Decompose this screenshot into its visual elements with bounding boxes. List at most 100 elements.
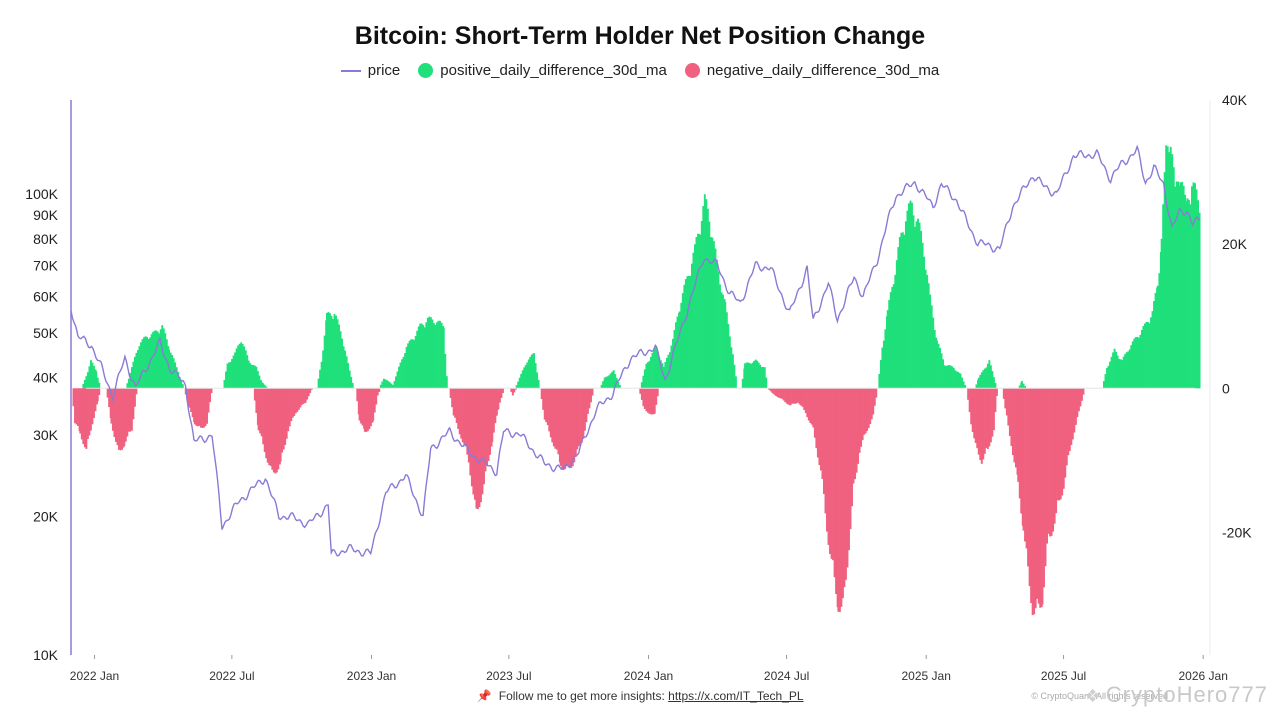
positive-bar bbox=[918, 222, 921, 389]
positive-bar bbox=[605, 376, 608, 389]
negative-bar bbox=[500, 388, 503, 398]
negative-bar bbox=[1065, 388, 1068, 466]
right-axis-ticks: -20K 0 20K 40K bbox=[1222, 92, 1252, 541]
positive-bar bbox=[1121, 360, 1124, 389]
negative-bar bbox=[1011, 388, 1014, 456]
negative-bar bbox=[816, 388, 819, 458]
negative-bar bbox=[846, 388, 849, 568]
positive-bar bbox=[943, 365, 946, 389]
left-tick-label: 100K bbox=[25, 186, 58, 202]
positive-bar bbox=[1124, 353, 1127, 389]
negative-bar bbox=[648, 388, 651, 414]
negative-bar bbox=[126, 388, 129, 437]
negative-bar bbox=[257, 388, 260, 431]
negative-bar bbox=[832, 388, 834, 561]
footer-link[interactable]: https://x.com/IT_Tech_PL bbox=[668, 689, 804, 703]
negative-bar bbox=[266, 388, 269, 463]
positive-bar bbox=[665, 357, 668, 389]
negative-bar bbox=[497, 388, 500, 410]
negative-bar bbox=[195, 388, 198, 426]
positive-bar bbox=[881, 347, 884, 389]
positive-bar bbox=[161, 325, 164, 389]
positive-bar bbox=[348, 370, 351, 389]
negative-bar bbox=[492, 388, 495, 433]
positive-bar bbox=[144, 336, 147, 389]
negative-bar bbox=[813, 388, 816, 438]
positive-bar bbox=[612, 370, 615, 389]
negative-bar bbox=[1070, 388, 1073, 446]
binance-square-icon: ❖ bbox=[1084, 686, 1102, 706]
positive-bar bbox=[1153, 301, 1155, 389]
left-axis-ticks: 10K 20K 30K 40K 50K 60K 70K 80K 90K 100K bbox=[25, 186, 58, 663]
positive-bar bbox=[762, 366, 765, 389]
positive-bar bbox=[1187, 199, 1190, 389]
positive-bar bbox=[989, 365, 992, 389]
negative-bar bbox=[1010, 388, 1013, 446]
x-tick-label: 2026 Jan bbox=[1179, 669, 1228, 683]
positive-bar bbox=[88, 366, 91, 389]
positive-bar bbox=[333, 314, 336, 389]
positive-bar bbox=[515, 385, 518, 389]
negative-bar bbox=[833, 388, 836, 578]
negative-bar bbox=[268, 388, 271, 466]
positive-bar bbox=[1156, 285, 1159, 389]
negative-bar bbox=[1004, 388, 1007, 409]
negative-bar bbox=[472, 388, 475, 495]
pushpin-icon: 📌 bbox=[476, 689, 492, 703]
positive-bar bbox=[906, 210, 909, 389]
positive-bar bbox=[888, 300, 891, 389]
positive-bar bbox=[127, 378, 130, 389]
positive-bar bbox=[900, 232, 903, 389]
negative-bar bbox=[988, 388, 991, 447]
negative-bar bbox=[502, 388, 504, 394]
negative-bar bbox=[135, 388, 138, 395]
negative-bar bbox=[568, 388, 571, 468]
negative-bar bbox=[72, 388, 75, 407]
negative-bar bbox=[1059, 388, 1062, 500]
negative-bar bbox=[1002, 388, 1005, 399]
negative-bar bbox=[272, 388, 275, 473]
negative-bar bbox=[800, 388, 803, 406]
negative-bar bbox=[1081, 388, 1083, 401]
negative-bar bbox=[274, 388, 277, 474]
negative-bar bbox=[106, 388, 109, 398]
positive-bar bbox=[1021, 381, 1023, 389]
negative-bar bbox=[869, 388, 872, 424]
negative-bar bbox=[376, 388, 379, 396]
positive-bar bbox=[611, 371, 614, 389]
positive-bar bbox=[642, 375, 645, 389]
negative-bar bbox=[776, 388, 779, 398]
negative-bar bbox=[1008, 388, 1011, 436]
positive-bar bbox=[178, 376, 181, 389]
negative-bar bbox=[858, 388, 861, 453]
positive-bar bbox=[1106, 367, 1108, 389]
negative-bar bbox=[577, 388, 580, 447]
legend-item-positive[interactable]: positive_daily_difference_30d_ma bbox=[418, 62, 667, 79]
legend-item-price[interactable]: price bbox=[340, 62, 400, 79]
negative-bar bbox=[1017, 388, 1020, 482]
negative-bar bbox=[1055, 388, 1058, 514]
positive-bar bbox=[260, 381, 263, 389]
negative-bar bbox=[378, 388, 381, 392]
negative-bar bbox=[590, 388, 592, 403]
positive-bar bbox=[395, 376, 397, 389]
legend-item-negative[interactable]: negative_daily_difference_30d_ma bbox=[684, 62, 939, 79]
negative-bar bbox=[480, 388, 482, 503]
left-tick-label: 80K bbox=[33, 231, 59, 247]
negative-bar bbox=[372, 388, 375, 421]
positive-bar bbox=[897, 247, 900, 389]
negative-bar bbox=[795, 388, 798, 404]
positive-bar bbox=[1122, 356, 1125, 389]
positive-bar bbox=[405, 346, 408, 389]
positive-bar bbox=[727, 324, 730, 389]
positive-bar bbox=[1110, 356, 1113, 389]
negative-bar bbox=[809, 388, 812, 423]
positive-bar bbox=[232, 355, 235, 389]
positive-bar bbox=[524, 365, 527, 389]
negative-bar bbox=[970, 388, 973, 425]
negative-bar bbox=[91, 388, 94, 425]
negative-bar bbox=[1024, 388, 1026, 542]
negative-bar bbox=[821, 388, 824, 479]
positive-bar bbox=[153, 330, 156, 389]
positive-bar bbox=[671, 338, 674, 389]
